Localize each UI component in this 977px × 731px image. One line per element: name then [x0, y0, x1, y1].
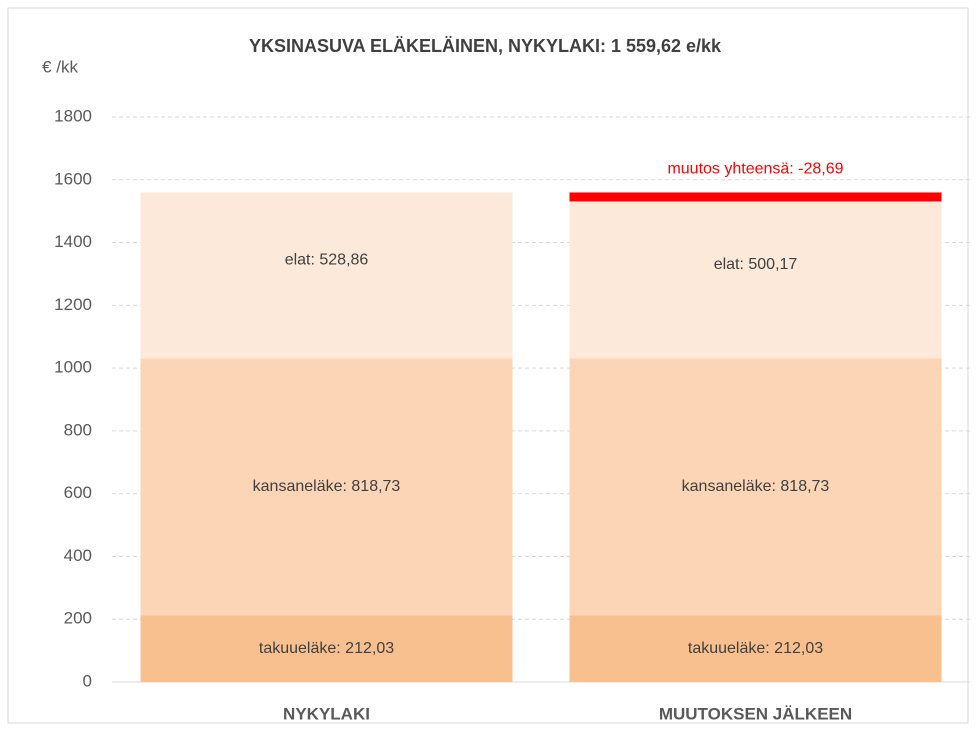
chart-title: YKSINASUVA ELÄKELÄINEN, NYKYLAKI: 1 559,… [249, 36, 722, 56]
y-tick-label: 1400 [54, 232, 92, 251]
data-label: kansaneläke: 818,73 [682, 478, 830, 495]
y-tick-label: 800 [64, 420, 92, 439]
bar-segment [569, 615, 942, 682]
y-axis-label: € /kk [42, 57, 78, 76]
data-label: muutos yhteensä: -28,69 [667, 161, 843, 178]
y-tick-label: 0 [83, 671, 92, 690]
y-tick-label: 600 [64, 483, 92, 502]
data-label: kansaneläke: 818,73 [253, 478, 401, 495]
y-tick-label: 400 [64, 546, 92, 565]
bar-segment [140, 192, 513, 359]
data-label: takuueläke: 212,03 [688, 640, 823, 657]
bar-segment [569, 201, 942, 359]
y-tick-label: 1200 [54, 295, 92, 314]
bar-segment [140, 358, 513, 616]
y-tick-label: 1800 [54, 106, 92, 125]
bar-segment [569, 358, 942, 616]
y-tick-label: 1600 [54, 169, 92, 188]
x-tick-label: MUUTOKSEN JÄLKEEN [659, 704, 852, 723]
data-label: takuueläke: 212,03 [259, 640, 394, 657]
bar-segment [140, 615, 513, 682]
data-label: elat: 500,17 [714, 256, 798, 273]
y-tick-label: 1000 [54, 358, 92, 377]
data-label: elat: 528,86 [285, 252, 369, 269]
x-tick-label: NYKYLAKI [283, 704, 370, 723]
bar-segment [569, 192, 942, 202]
y-tick-label: 200 [64, 609, 92, 628]
